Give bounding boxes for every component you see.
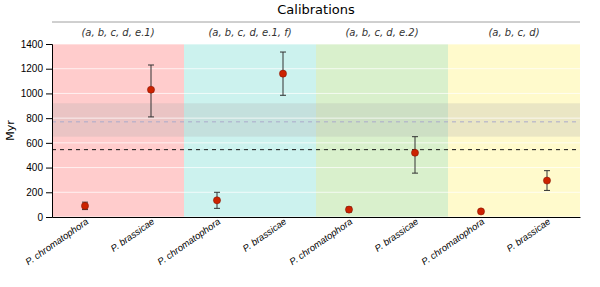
tick-label: 1200 — [21, 63, 44, 74]
error-bar — [148, 65, 154, 117]
tick-label: 600 — [26, 138, 43, 149]
grid-line — [52, 167, 580, 168]
band — [52, 103, 580, 136]
tick: P. brassicae — [504, 216, 552, 254]
error-bar-cap — [214, 208, 220, 209]
tick-label: 0 — [37, 212, 43, 223]
group-label: (a, b, c, d) — [488, 27, 539, 38]
tick-label: P. brassicae — [240, 216, 288, 254]
tick-mark — [46, 118, 52, 119]
point — [477, 208, 484, 215]
tick: 400 — [26, 162, 52, 173]
tick-label: P. chromatophora — [23, 216, 90, 268]
tick: 600 — [26, 138, 52, 149]
tick-label: P. brassicae — [108, 216, 156, 254]
group-label: (a, b, c, d, e.1, f) — [208, 27, 291, 38]
tick: 0 — [37, 212, 52, 223]
error-bar — [82, 202, 88, 209]
axis-line — [46, 45, 53, 218]
chart: Calibrations (a, b, c, d, e.1) (a, b, c, d… — [0, 0, 600, 287]
plot-area: 0 200 400 600 800 1000 1200 1400 P. chromatophor… — [21, 39, 581, 268]
tick-label: 200 — [26, 187, 43, 198]
tick-label: P. chromatophora — [287, 216, 354, 268]
tick-label: 400 — [26, 162, 43, 173]
error-bar-cap — [412, 173, 418, 174]
error-bar-cap — [544, 170, 550, 171]
grid-line — [52, 93, 580, 94]
tick: 1200 — [21, 63, 52, 74]
tick-mark — [46, 217, 52, 218]
grid-line — [52, 192, 580, 193]
group-label: (a, b, c, d, e.1) — [81, 27, 154, 38]
tick-mark — [46, 168, 52, 169]
axis-line — [53, 217, 581, 218]
tick-mark — [46, 93, 52, 94]
tick: P. chromatophora — [155, 216, 222, 268]
point — [81, 202, 88, 209]
point — [543, 177, 550, 184]
reference-line — [52, 121, 580, 122]
point — [213, 197, 220, 204]
group-label: (a, b, c, d, e.2) — [345, 27, 418, 38]
error-bar-cap — [280, 95, 286, 96]
grid-line — [52, 217, 580, 218]
reference-line — [52, 149, 580, 150]
y-axis-title: Myr — [4, 120, 17, 141]
tick: P. chromatophora — [419, 216, 486, 268]
title: Calibrations — [277, 2, 355, 17]
error-bar — [412, 137, 418, 173]
grid-line — [52, 142, 580, 143]
grid-line — [52, 44, 580, 45]
tick: P. brassicae — [240, 216, 288, 254]
point — [345, 206, 352, 213]
tick-mark — [46, 192, 52, 193]
error-bar-cap — [544, 190, 550, 191]
error-bar — [214, 192, 220, 208]
tick-label: P. chromatophora — [155, 216, 222, 268]
tick: P. brassicae — [108, 216, 156, 254]
tick: 1400 — [21, 39, 52, 50]
point — [279, 70, 286, 77]
error-bar-cap — [412, 136, 418, 137]
tick-mark — [46, 69, 52, 70]
grid-line — [52, 118, 580, 119]
tick-mark — [46, 143, 52, 144]
tick: P. brassicae — [372, 216, 420, 254]
tick: P. chromatophora — [287, 216, 354, 268]
error-bar-cap — [148, 65, 154, 66]
tick: P. chromatophora — [23, 216, 90, 268]
x-axis: P. chromatophoraP. brassicaeP. chromatop… — [23, 216, 580, 268]
error-bar — [544, 171, 550, 191]
tick: 1000 — [21, 88, 52, 99]
y-axis: 0 200 400 600 800 1000 1200 1400 — [21, 39, 53, 223]
tick-label: 1400 — [21, 39, 44, 50]
tick: 800 — [26, 113, 52, 124]
error-bar-cap — [214, 192, 220, 193]
error-bar-cap — [280, 52, 286, 53]
tick-label: 800 — [26, 113, 43, 124]
tick-label: 1000 — [21, 88, 44, 99]
error-bar-cap — [148, 116, 154, 117]
error-bar — [280, 52, 286, 95]
tick-mark — [46, 44, 52, 45]
tick-label: P. brassicae — [372, 216, 420, 254]
point — [147, 86, 154, 93]
point — [411, 149, 418, 156]
grid-line — [52, 68, 580, 69]
tick-label: P. chromatophora — [419, 216, 486, 268]
marks — [52, 44, 580, 217]
title-rule — [52, 22, 580, 23]
tick: 200 — [26, 187, 52, 198]
tick-label: P. brassicae — [504, 216, 552, 254]
